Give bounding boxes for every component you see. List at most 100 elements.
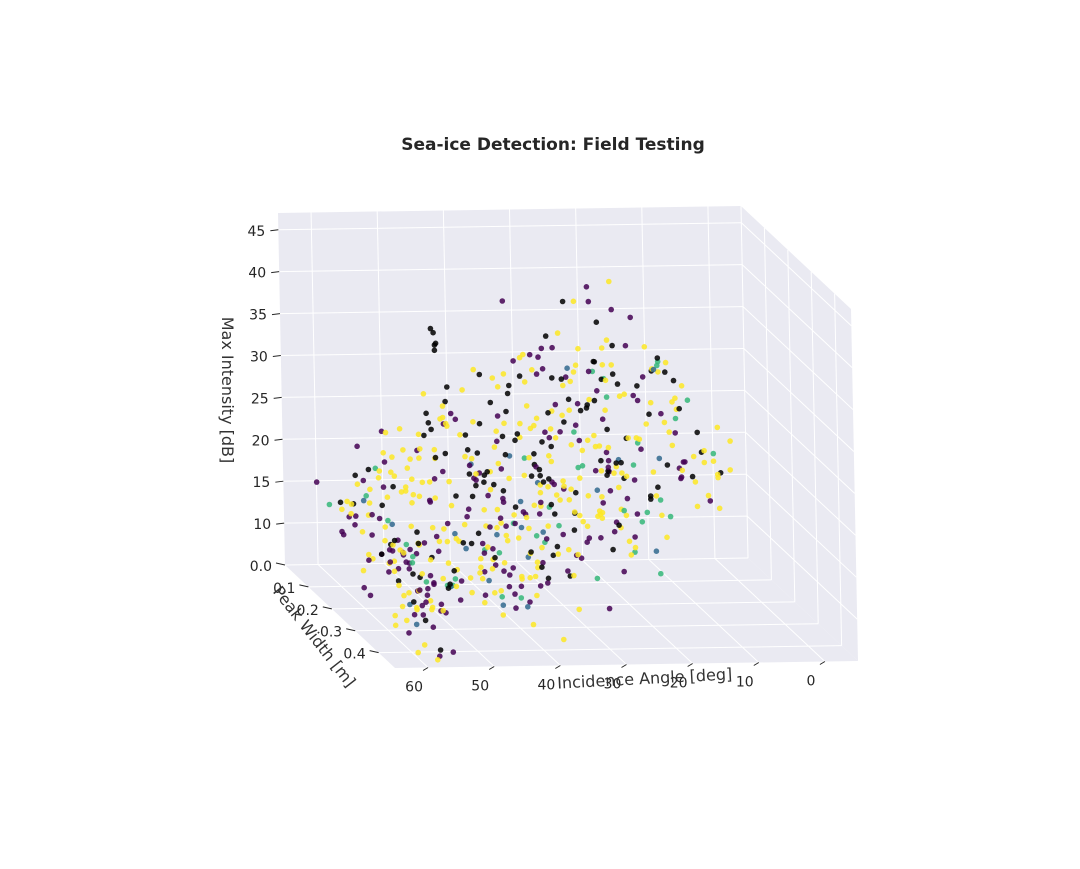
data-point bbox=[492, 554, 498, 561]
z-grid-line bbox=[278, 222, 742, 231]
x-tick-label: 30 bbox=[604, 677, 622, 693]
data-point bbox=[466, 462, 473, 469]
data-point bbox=[458, 578, 465, 584]
data-point bbox=[403, 541, 410, 548]
data-point bbox=[657, 497, 664, 503]
data-point bbox=[650, 469, 657, 475]
data-point bbox=[603, 337, 610, 343]
data-point bbox=[381, 459, 388, 465]
data-point bbox=[521, 455, 528, 461]
data-point bbox=[413, 550, 420, 557]
data-point bbox=[489, 566, 496, 572]
data-point bbox=[452, 530, 458, 537]
data-point bbox=[445, 585, 452, 591]
data-point bbox=[515, 535, 522, 541]
data-point bbox=[406, 630, 412, 636]
data-point bbox=[528, 473, 535, 479]
data-point bbox=[572, 422, 579, 429]
y-tick-label: 0.1 bbox=[273, 581, 295, 597]
data-point bbox=[467, 575, 474, 581]
data-point bbox=[653, 548, 660, 554]
data-point bbox=[710, 450, 717, 457]
data-point bbox=[596, 443, 603, 449]
data-point bbox=[398, 489, 405, 495]
data-point bbox=[621, 507, 627, 514]
data-point bbox=[536, 466, 543, 473]
data-point bbox=[435, 548, 442, 555]
data-point bbox=[501, 560, 508, 566]
data-point bbox=[578, 555, 585, 561]
data-point bbox=[406, 566, 413, 572]
data-point bbox=[593, 319, 600, 326]
data-point bbox=[436, 538, 443, 545]
data-point bbox=[539, 544, 545, 551]
data-point bbox=[562, 374, 569, 380]
y-tick-label: 0.4 bbox=[343, 647, 365, 663]
data-point bbox=[662, 359, 669, 366]
data-point bbox=[592, 467, 599, 474]
data-point bbox=[678, 383, 685, 389]
data-point bbox=[409, 500, 415, 506]
data-point bbox=[638, 446, 644, 453]
data-point bbox=[415, 649, 422, 656]
data-point bbox=[632, 534, 638, 540]
data-point bbox=[565, 396, 572, 403]
data-point bbox=[552, 435, 559, 441]
data-point bbox=[560, 531, 566, 538]
data-point bbox=[481, 569, 488, 575]
data-point bbox=[390, 483, 396, 490]
data-point bbox=[572, 362, 579, 369]
data-point bbox=[548, 458, 555, 465]
data-point bbox=[516, 373, 523, 379]
data-point bbox=[487, 524, 493, 530]
data-point bbox=[366, 500, 373, 506]
data-point bbox=[565, 568, 571, 574]
y-tick-mark bbox=[322, 606, 332, 610]
data-point bbox=[689, 473, 696, 480]
x-grid-line bbox=[383, 563, 495, 667]
data-point bbox=[653, 493, 660, 499]
data-point bbox=[561, 483, 567, 490]
data-point bbox=[500, 612, 507, 618]
data-point bbox=[430, 329, 436, 336]
data-point bbox=[570, 298, 577, 305]
data-point bbox=[452, 576, 459, 582]
data-point bbox=[382, 524, 389, 530]
data-point bbox=[546, 434, 553, 441]
data-point bbox=[585, 368, 592, 375]
data-point bbox=[655, 369, 661, 375]
data-point bbox=[386, 547, 393, 553]
data-point bbox=[391, 473, 398, 479]
data-point bbox=[413, 621, 420, 628]
z-tick-mark bbox=[274, 438, 283, 441]
data-point bbox=[461, 521, 468, 528]
data-point bbox=[545, 580, 551, 586]
data-point bbox=[419, 602, 426, 609]
data-point bbox=[585, 493, 592, 499]
data-point bbox=[559, 412, 565, 419]
data-point bbox=[420, 612, 427, 618]
data-point bbox=[594, 487, 601, 494]
data-point bbox=[500, 499, 507, 506]
data-point bbox=[500, 371, 507, 377]
data-point bbox=[431, 342, 438, 348]
data-point bbox=[574, 400, 581, 407]
data-point bbox=[694, 503, 701, 510]
data-point bbox=[441, 526, 447, 532]
data-point bbox=[520, 351, 526, 358]
data-point bbox=[630, 392, 636, 399]
z-grid-line bbox=[740, 222, 852, 327]
data-point bbox=[603, 394, 610, 400]
data-point bbox=[366, 551, 372, 558]
data-point bbox=[521, 379, 528, 385]
data-point bbox=[549, 344, 555, 351]
data-point bbox=[568, 486, 574, 493]
data-point bbox=[438, 601, 445, 608]
data-point bbox=[354, 443, 360, 450]
data-point bbox=[672, 430, 678, 436]
data-point bbox=[326, 501, 333, 508]
data-point bbox=[490, 546, 496, 552]
data-point bbox=[655, 484, 661, 491]
data-point bbox=[540, 529, 546, 535]
data-point bbox=[442, 420, 449, 427]
